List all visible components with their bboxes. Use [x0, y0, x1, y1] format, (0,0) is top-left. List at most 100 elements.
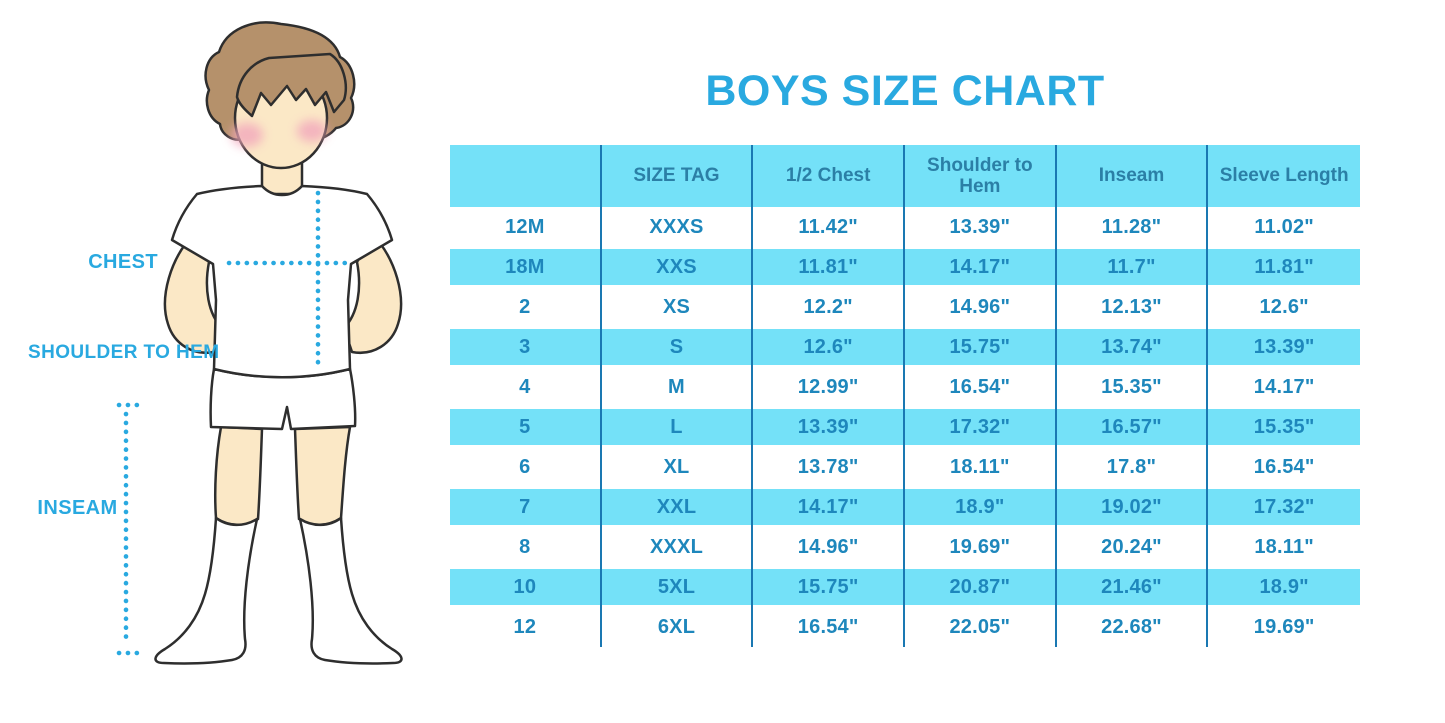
- table-cell: 12.6": [1259, 295, 1309, 318]
- table-cell: 12.99": [753, 367, 905, 407]
- table-cell: XXXL: [602, 527, 754, 567]
- header-cell-blank: [450, 145, 602, 207]
- table-cell: S: [602, 327, 754, 367]
- t-shirt: [170, 184, 394, 379]
- table-cell: 11.42": [753, 207, 905, 247]
- table-cell: XS: [602, 287, 754, 327]
- table-cell: 12.6": [753, 327, 905, 367]
- size-table: SIZE TAG 1/2 Chest Shoulder to Hem Inseam Sl…: [450, 145, 1360, 647]
- row-size-cell: 2: [450, 287, 602, 327]
- table-row: 6 XL 13.78" 18.11" 17.8" 16.54": [450, 447, 1360, 487]
- header-cell: 1/2 Chest: [753, 145, 905, 207]
- table-row: 10 5XL 15.75" 20.87" 21.46" 18.9": [450, 567, 1360, 607]
- table-cell: 11.81": [753, 247, 905, 287]
- table-cell: 15.75": [753, 567, 905, 607]
- table-cell: 13.39": [905, 207, 1057, 247]
- header-cell: Inseam: [1057, 145, 1209, 207]
- table-cell: 19.02": [1057, 487, 1209, 527]
- table-cell: 13.39": [1253, 335, 1315, 358]
- table-cell: 22.68": [1057, 607, 1209, 647]
- table-cell: 16.54": [753, 607, 905, 647]
- table-row: 3 S 12.6" 15.75" 13.74" 13.39": [450, 327, 1360, 367]
- table-cell: 15.75": [905, 327, 1057, 367]
- table-cell: 11.7": [1057, 247, 1209, 287]
- table-row: 7 XXL 14.17" 18.9" 19.02" 17.32": [450, 487, 1360, 527]
- table-cell: 14.96": [905, 287, 1057, 327]
- table-cell: 16.57": [1057, 407, 1209, 447]
- row-size-cell: 5: [450, 407, 602, 447]
- table-cell: 13.78": [753, 447, 905, 487]
- header-cell: SIZE TAG: [602, 145, 754, 207]
- table-cell: 19.69": [1253, 615, 1315, 638]
- shoulder-to-hem-label: SHOULDER TO HEM: [28, 342, 220, 363]
- table-cell: 12.2": [753, 287, 905, 327]
- row-size-cell: 10: [450, 567, 602, 607]
- table-cell: 18.9": [905, 487, 1057, 527]
- table-cell: L: [602, 407, 754, 447]
- table-row: 12 6XL 16.54" 22.05" 22.68" 19.69": [450, 607, 1360, 647]
- table-cell: 19.69": [905, 527, 1057, 567]
- table-cell: 12.13": [1057, 287, 1209, 327]
- table-cell: 22.05": [905, 607, 1057, 647]
- chest-label: CHEST: [88, 251, 158, 273]
- table-cell: 18.11": [1254, 535, 1314, 558]
- left-sock: [154, 516, 259, 665]
- right-leg: [293, 425, 352, 527]
- table-cell: 6XL: [602, 607, 754, 647]
- boy-measurement-figure: CHEST SHOULDER TO HEM INSEAM: [0, 0, 460, 723]
- table-cell: 13.74": [1057, 327, 1209, 367]
- table-cell: 18.11": [905, 447, 1057, 487]
- table-cell: XXS: [602, 247, 754, 287]
- row-size-cell: 4: [450, 367, 602, 407]
- table-row: 12M XXXS 11.42" 13.39" 11.28" 11.02": [450, 207, 1360, 247]
- page-title: BOYS SIZE CHART: [705, 66, 1105, 115]
- left-leg: [214, 425, 264, 527]
- header-cell: Shoulder to Hem: [905, 145, 1057, 207]
- table-cell: 17.32": [905, 407, 1057, 447]
- hair-fringe: [235, 52, 347, 118]
- row-size-cell: 8: [450, 527, 602, 567]
- table-cell: 11.02": [1254, 215, 1314, 238]
- table-row: 2 XS 12.2" 14.96" 12.13" 12.6": [450, 287, 1360, 327]
- row-size-cell: 12: [450, 607, 602, 647]
- table-row: 8 XXXL 14.96" 19.69" 20.24" 18.11": [450, 527, 1360, 567]
- left-cheek-blush: [231, 123, 263, 147]
- table-cell: 11.28": [1057, 207, 1209, 247]
- table-cell: 20.24": [1057, 527, 1209, 567]
- table-cell: 16.54": [905, 367, 1057, 407]
- table-cell: 18.9": [1259, 575, 1309, 598]
- table-cell: XXXS: [602, 207, 754, 247]
- inseam-label: INSEAM: [37, 497, 118, 519]
- table-cell: 5XL: [602, 567, 754, 607]
- right-arm: [342, 233, 403, 354]
- table-cell: XXL: [602, 487, 754, 527]
- table-cell: 13.39": [753, 407, 905, 447]
- table-cell: 17.8": [1057, 447, 1209, 487]
- table-cell: 14.17": [753, 487, 905, 527]
- row-size-cell: 18M: [450, 247, 602, 287]
- row-size-cell: 6: [450, 447, 602, 487]
- table-row: 4 M 12.99" 16.54" 15.35" 14.17": [450, 367, 1360, 407]
- header-cell: Sleeve Length: [1219, 165, 1349, 187]
- table-cell: XL: [602, 447, 754, 487]
- size-table-header-row: SIZE TAG 1/2 Chest Shoulder to Hem Inseam Sl…: [450, 145, 1360, 207]
- table-cell: 14.17": [905, 247, 1057, 287]
- boy-illustration: [116, 21, 403, 665]
- table-row: 18M XXS 11.81" 14.17" 11.7" 11.81": [450, 247, 1360, 287]
- table-cell: 14.96": [753, 527, 905, 567]
- table-cell: 21.46": [1057, 567, 1209, 607]
- table-cell: 15.35": [1057, 367, 1209, 407]
- size-table-body: 12M XXXS 11.42" 13.39" 11.28" 11.02" 18M XXS 11.…: [450, 207, 1360, 647]
- table-cell: 17.32": [1253, 495, 1315, 518]
- table-cell: 16.54": [1253, 455, 1315, 478]
- right-cheek-blush: [297, 120, 327, 142]
- row-size-cell: 12M: [450, 207, 602, 247]
- left-arm: [163, 233, 224, 354]
- table-cell: 15.35": [1253, 415, 1315, 438]
- table-cell: 14.17": [1253, 375, 1315, 398]
- table-cell: 20.87": [905, 567, 1057, 607]
- table-row: 5 L 13.39" 17.32" 16.57" 15.35": [450, 407, 1360, 447]
- row-size-cell: 3: [450, 327, 602, 367]
- right-sock: [298, 516, 403, 665]
- row-size-cell: 7: [450, 487, 602, 527]
